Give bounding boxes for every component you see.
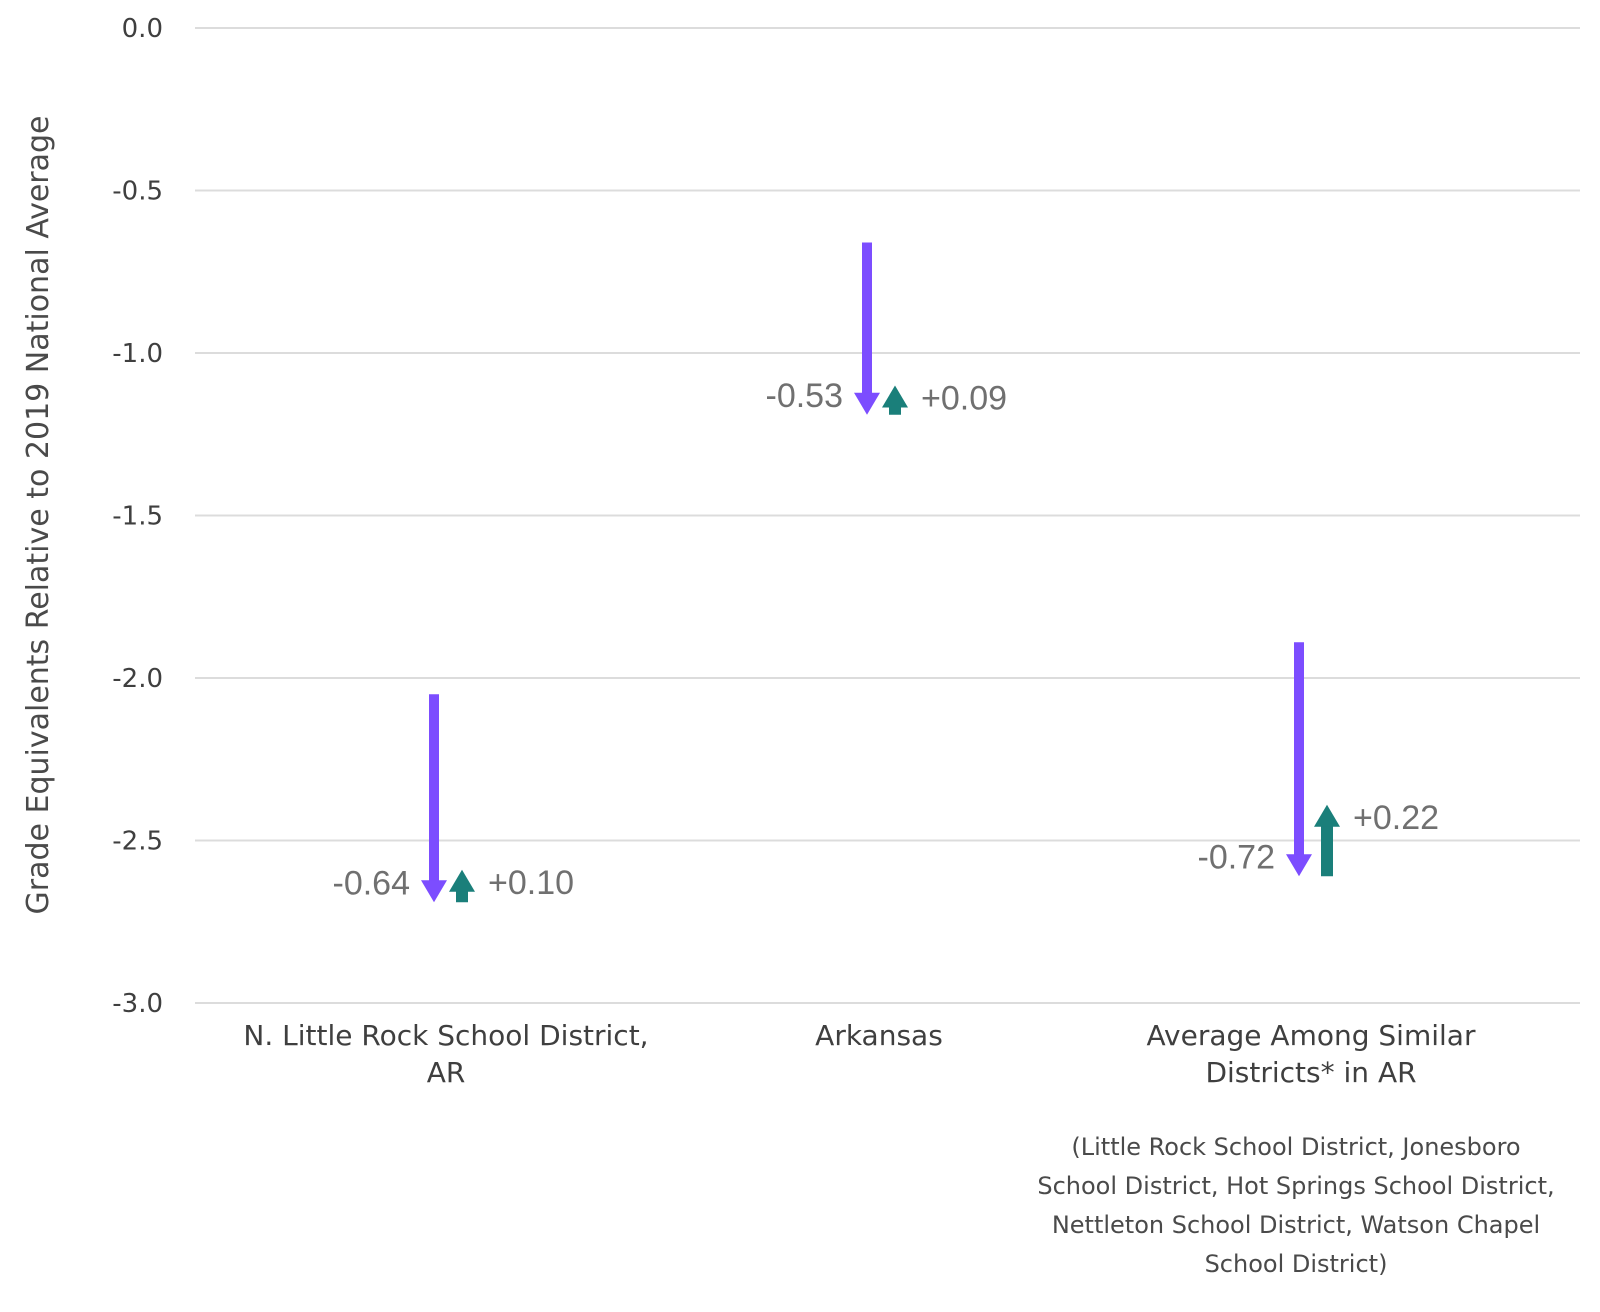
y-axis-title: Grade Equivalents Relative to 2019 Natio… (21, 115, 56, 914)
category-footnote: School District) (1205, 1250, 1388, 1278)
recovery-arrow-head (882, 385, 908, 408)
decline-arrow-head (421, 880, 447, 903)
recovery-arrow-shaft (456, 890, 468, 903)
x-category-label: AR (427, 1056, 466, 1089)
y-tick-label: -2.0 (112, 664, 163, 694)
y-tick-label: -3.0 (112, 989, 163, 1019)
recovery-arrow-shaft (889, 406, 901, 415)
category-footnote: School District, Hot Springs School Dist… (1037, 1172, 1554, 1200)
x-category-label: N. Little Rock School District, (243, 1019, 648, 1052)
x-category-label: Districts* in AR (1205, 1056, 1416, 1089)
decline-value-label: -0.72 (1198, 838, 1276, 876)
recovery-arrow-head (1314, 804, 1340, 827)
x-category-label: Arkansas (815, 1019, 943, 1052)
y-tick-label: -0.5 (112, 177, 163, 207)
recovery-value-label: +0.10 (488, 864, 574, 902)
decline-arrow-head (854, 392, 880, 415)
x-category-label: Average Among Similar (1147, 1019, 1476, 1052)
decline-value-label: -0.53 (766, 377, 844, 415)
decline-arrow-head (1286, 854, 1312, 877)
recovery-arrow-shaft (1321, 825, 1333, 877)
y-tick-label: 0.0 (122, 14, 163, 44)
y-tick-label: -1.5 (112, 502, 163, 532)
recovery-value-label: +0.09 (921, 380, 1007, 418)
recovery-value-label: +0.22 (1353, 799, 1439, 837)
decline-arrow-shaft (429, 694, 439, 882)
decline-arrow-shaft (1294, 642, 1304, 856)
category-footnote: (Little Rock School District, Jonesboro (1071, 1133, 1520, 1161)
y-tick-label: -1.0 (112, 339, 163, 369)
y-tick-label: -2.5 (112, 827, 163, 857)
decline-arrow-shaft (862, 242, 872, 394)
recovery-arrow-head (449, 869, 475, 892)
decline-value-label: -0.64 (333, 864, 411, 902)
category-footnote: Nettleton School District, Watson Chapel (1052, 1211, 1540, 1239)
